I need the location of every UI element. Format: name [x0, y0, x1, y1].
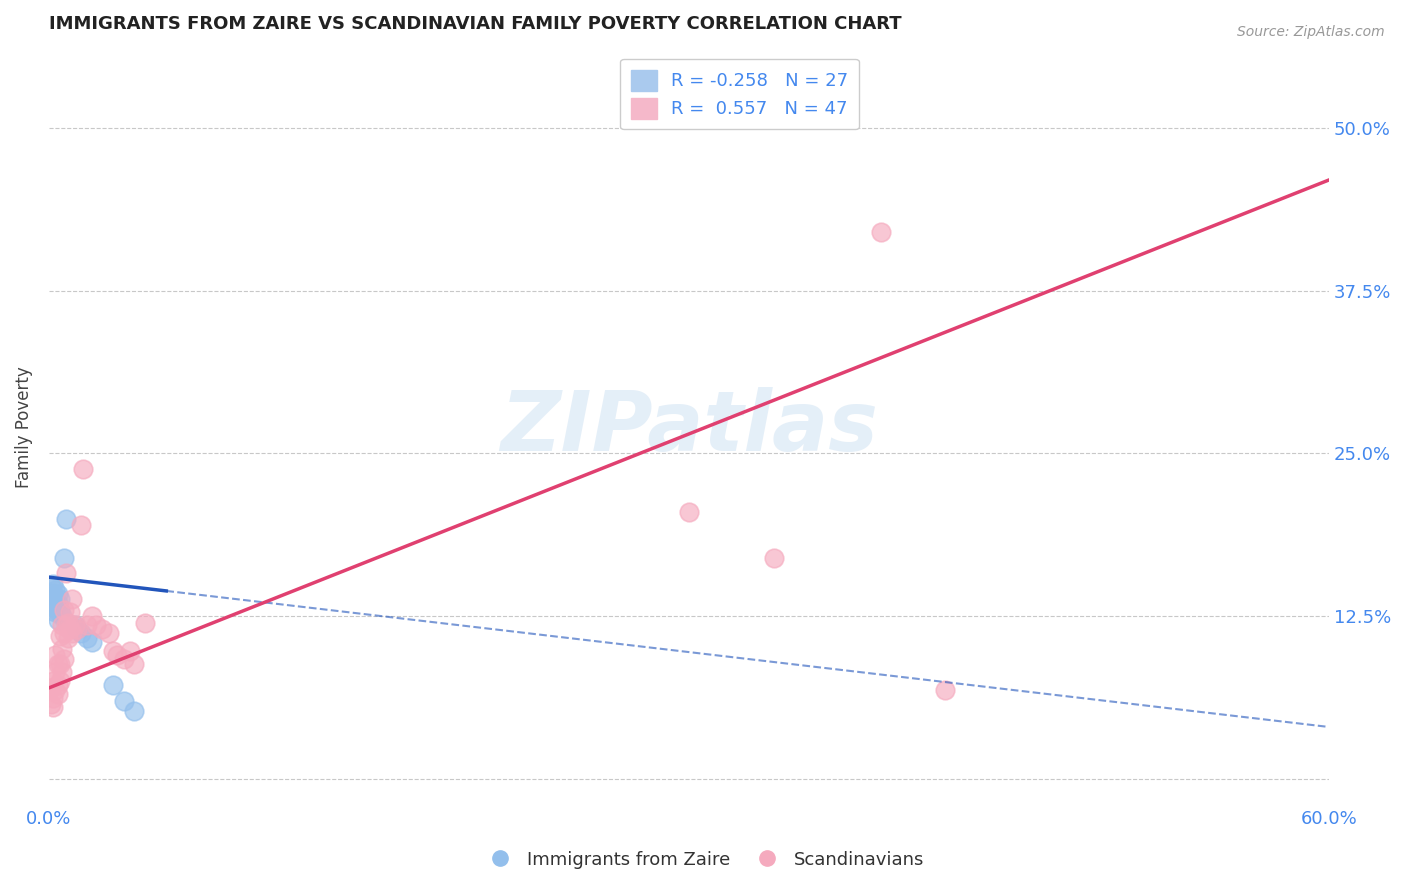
Point — [101, 678, 124, 692]
Point — [44, 583, 66, 598]
Point — [124, 657, 146, 672]
Point — [105, 648, 128, 663]
Point — [44, 599, 66, 613]
Text: Source: ZipAtlas.com: Source: ZipAtlas.com — [1237, 25, 1385, 39]
Point — [934, 683, 956, 698]
Point — [112, 694, 135, 708]
Point — [51, 609, 73, 624]
Point — [51, 618, 73, 632]
Point — [51, 665, 73, 680]
Point — [63, 618, 86, 632]
Point — [112, 652, 135, 666]
Point — [62, 626, 84, 640]
Point — [55, 566, 77, 581]
Point — [44, 606, 66, 620]
Point — [70, 626, 93, 640]
Point — [44, 665, 66, 680]
Point — [62, 592, 84, 607]
Point — [56, 632, 79, 646]
Point — [101, 644, 124, 658]
Point — [97, 626, 120, 640]
Point — [48, 674, 70, 689]
Legend: Immigrants from Zaire, Scandinavians: Immigrants from Zaire, Scandinavians — [475, 844, 931, 876]
Point — [52, 626, 75, 640]
Point — [39, 697, 62, 711]
Point — [46, 613, 69, 627]
Point — [56, 615, 79, 630]
Point — [72, 462, 94, 476]
Point — [70, 518, 93, 533]
Point — [42, 576, 65, 591]
Point — [59, 622, 82, 636]
Y-axis label: Family Poverty: Family Poverty — [15, 367, 32, 488]
Text: IMMIGRANTS FROM ZAIRE VS SCANDINAVIAN FAMILY POVERTY CORRELATION CHART: IMMIGRANTS FROM ZAIRE VS SCANDINAVIAN FA… — [49, 15, 901, 33]
Point — [52, 652, 75, 666]
Point — [66, 622, 89, 636]
Point — [48, 657, 70, 672]
Point — [134, 615, 156, 630]
Point — [51, 641, 73, 656]
Point — [42, 700, 65, 714]
Point — [52, 603, 75, 617]
Point — [76, 632, 98, 646]
Point — [52, 550, 75, 565]
Text: ZIPatlas: ZIPatlas — [501, 387, 877, 468]
Point — [39, 590, 62, 604]
Point — [44, 592, 66, 607]
Point — [76, 618, 98, 632]
Point — [80, 609, 103, 624]
Point — [46, 596, 69, 610]
Point — [46, 678, 69, 692]
Point — [118, 644, 141, 658]
Point — [46, 587, 69, 601]
Point — [66, 622, 89, 636]
Point — [46, 687, 69, 701]
Point — [84, 618, 107, 632]
Point — [42, 586, 65, 600]
Point — [44, 683, 66, 698]
Point — [55, 511, 77, 525]
Point — [124, 704, 146, 718]
Point — [46, 657, 69, 672]
Point — [39, 579, 62, 593]
Point — [42, 674, 65, 689]
Legend: R = -0.258   N = 27, R =  0.557   N = 47: R = -0.258 N = 27, R = 0.557 N = 47 — [620, 59, 859, 129]
Point — [91, 622, 114, 636]
Point — [48, 603, 70, 617]
Point — [55, 618, 77, 632]
Point — [63, 618, 86, 632]
Point — [44, 648, 66, 663]
Point — [42, 600, 65, 615]
Point — [869, 225, 891, 239]
Point — [59, 606, 82, 620]
Point — [42, 592, 65, 607]
Point — [763, 550, 786, 565]
Point — [48, 592, 70, 607]
Point — [46, 606, 69, 620]
Point — [48, 629, 70, 643]
Point — [80, 635, 103, 649]
Point — [39, 681, 62, 695]
Point — [42, 691, 65, 706]
Point — [678, 505, 700, 519]
